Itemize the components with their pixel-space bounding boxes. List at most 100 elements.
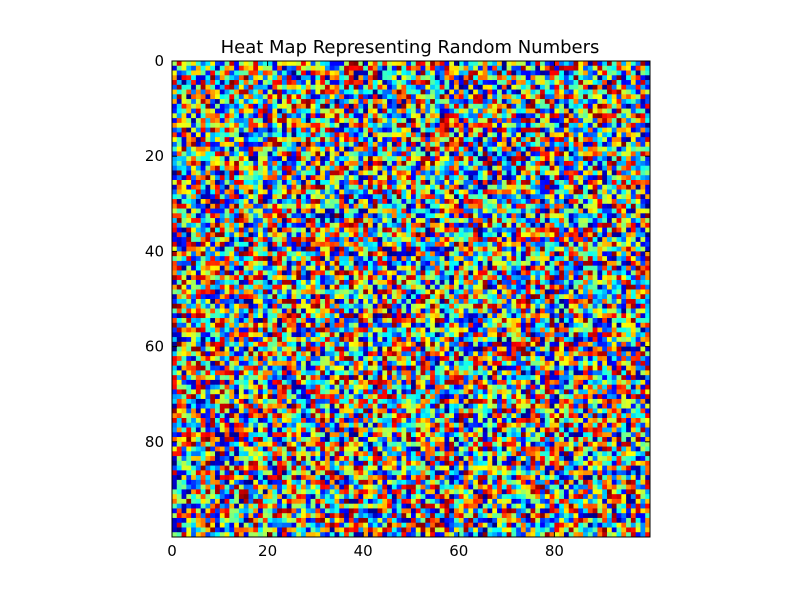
heatmap-cell — [635, 265, 641, 271]
heatmap-cell — [497, 218, 503, 224]
heatmap-cell — [583, 99, 589, 105]
heatmap-cell — [487, 279, 493, 286]
heatmap-cell — [219, 132, 225, 138]
heatmap-cell — [238, 289, 245, 295]
heatmap-cell — [358, 241, 364, 247]
heatmap-cell — [205, 89, 211, 95]
heatmap-cell — [186, 213, 192, 219]
heatmap-cell — [415, 118, 421, 124]
heatmap-cell — [611, 146, 617, 152]
heatmap-cell — [563, 265, 570, 271]
heatmap-cell — [568, 70, 574, 76]
heatmap-cell — [324, 213, 331, 219]
heatmap-cell — [544, 227, 550, 233]
heatmap-cell — [463, 222, 469, 228]
heatmap-cell — [606, 151, 613, 157]
heatmap-cell — [248, 118, 254, 124]
heatmap-cell — [645, 222, 651, 228]
heatmap-cell — [353, 146, 359, 152]
heatmap-cell — [434, 61, 441, 67]
heatmap-cell — [372, 61, 378, 67]
heatmap-cell — [176, 256, 182, 262]
heatmap-cell — [635, 227, 641, 233]
heatmap-cell — [439, 70, 445, 76]
heatmap-cell — [444, 170, 450, 176]
heatmap-cell — [358, 265, 364, 271]
heatmap-cell — [353, 132, 359, 138]
heatmap-cell — [544, 151, 550, 157]
heatmap-cell — [449, 61, 455, 67]
heatmap-cell — [606, 118, 613, 124]
heatmap-cell — [549, 256, 555, 262]
heatmap-cell — [172, 227, 178, 233]
heatmap-cell — [348, 189, 354, 195]
heatmap-cell — [229, 89, 235, 95]
heatmap-cell — [645, 260, 651, 267]
heatmap-cell — [329, 289, 335, 295]
heatmap-cell — [535, 175, 541, 181]
heatmap-cell — [401, 113, 407, 119]
heatmap-cell — [281, 237, 288, 243]
heatmap-cell — [458, 75, 464, 81]
heatmap-cell — [516, 84, 522, 90]
heatmap-cell — [511, 227, 517, 233]
heatmap-cell — [310, 151, 316, 157]
heatmap-cell — [406, 289, 412, 295]
heatmap-cell — [506, 141, 512, 148]
heatmap-cell — [449, 175, 455, 181]
heatmap-cell — [344, 75, 350, 81]
heatmap-cell — [310, 70, 316, 76]
heatmap-cell — [544, 218, 550, 224]
heatmap-cell — [358, 260, 364, 267]
heatmap-cell — [215, 279, 221, 286]
heatmap-cell — [573, 89, 579, 95]
heatmap-cell — [258, 61, 264, 67]
heatmap-cell — [583, 241, 589, 247]
heatmap-cell — [406, 160, 412, 167]
heatmap-cell — [468, 241, 474, 247]
heatmap-cell — [544, 141, 550, 148]
heatmap-cell — [258, 218, 264, 224]
heatmap-cell — [272, 222, 278, 228]
heatmap-cell — [430, 251, 436, 257]
heatmap-cell — [391, 127, 398, 133]
heatmap-cell — [372, 108, 378, 114]
heatmap-cell — [215, 113, 221, 119]
heatmap-cell — [606, 222, 613, 228]
heatmap-cell — [210, 132, 216, 138]
heatmap-cell — [176, 251, 182, 257]
heatmap-cell — [497, 127, 503, 133]
heatmap-cell — [597, 75, 603, 81]
heatmap-cell — [181, 99, 187, 105]
heatmap-cell — [191, 84, 197, 90]
heatmap-cell — [458, 156, 464, 162]
heatmap-cell — [434, 160, 441, 167]
heatmap-cell — [396, 160, 402, 167]
heatmap-cell — [262, 65, 268, 71]
heatmap-cell — [497, 203, 503, 209]
heatmap-cell — [195, 218, 202, 224]
heatmap-cell — [253, 270, 259, 276]
heatmap-cell — [597, 84, 603, 90]
heatmap-cell — [544, 160, 550, 167]
heatmap-cell — [492, 256, 498, 262]
heatmap-cell — [568, 103, 574, 109]
heatmap-cell — [449, 194, 455, 200]
heatmap-cell — [434, 103, 441, 109]
heatmap-cell — [315, 256, 321, 262]
heatmap-cell — [463, 170, 469, 176]
heatmap-cell — [454, 165, 460, 171]
heatmap-cell — [272, 61, 278, 67]
heatmap-cell — [363, 251, 369, 257]
heatmap-cell — [391, 260, 398, 267]
heatmap-cell — [305, 294, 311, 300]
heatmap-cell — [468, 99, 474, 105]
heatmap-cell — [406, 260, 412, 267]
heatmap-cell — [587, 213, 593, 219]
heatmap-cell — [511, 246, 517, 252]
heatmap-cell — [396, 279, 402, 286]
heatmap-cell — [176, 175, 182, 181]
heatmap-cell — [563, 61, 570, 67]
heatmap-cell — [606, 94, 613, 100]
heatmap-cell — [616, 199, 622, 205]
